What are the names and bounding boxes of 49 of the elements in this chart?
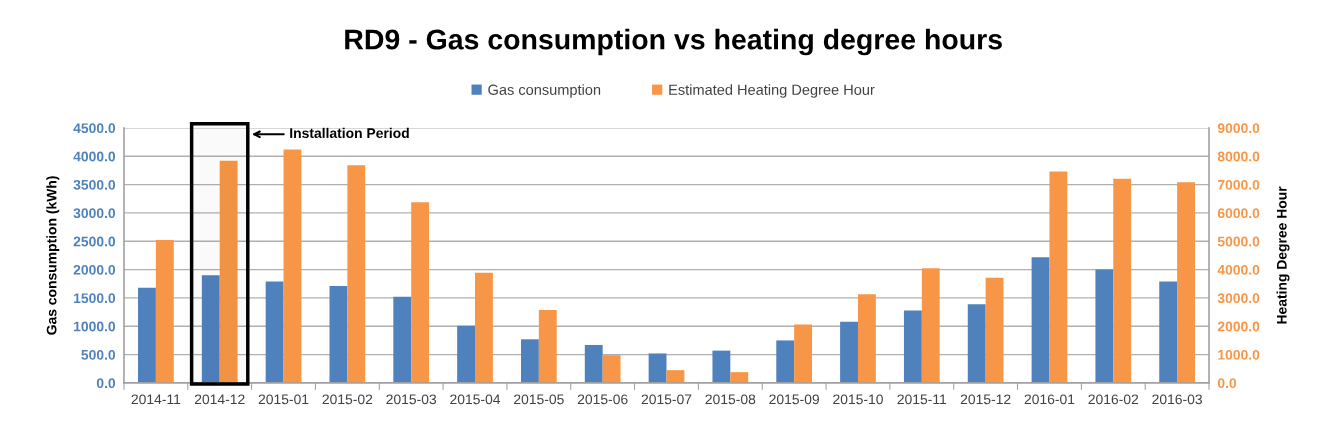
- x-tick-label: 2014-12: [194, 394, 245, 405]
- x-tick-label: 2015-12: [960, 394, 1011, 405]
- bar: [712, 350, 731, 383]
- y2-tick-label: 7000.0: [1217, 179, 1260, 190]
- y-tick-label: 2000.0: [73, 264, 116, 275]
- bar: [648, 353, 667, 383]
- bar: [219, 160, 238, 383]
- y-tick-label: 3000.0: [73, 208, 116, 219]
- x-tick-label: 2016-01: [1024, 394, 1075, 405]
- y-tick-label: 4000.0: [73, 151, 116, 162]
- bar: [283, 149, 302, 383]
- y2-tick-label: 0.0: [1217, 378, 1237, 389]
- y-tick-label: 1500.0: [74, 293, 116, 304]
- chart-title: RD9 - Gas consumption vs heating degree hours: [345, 28, 1002, 56]
- bar: [347, 165, 366, 383]
- y2-axis-title: Heating Degree Hour: [1276, 186, 1290, 324]
- y-axis-title: Gas consumption (kWh): [46, 176, 60, 335]
- x-tick-label: 2016-02: [1088, 394, 1139, 405]
- y2-tick-label: 9000.0: [1217, 123, 1260, 134]
- x-tick-label: 2015-02: [322, 394, 373, 405]
- y2-tick-label: 6000.0: [1217, 208, 1260, 219]
- x-tick-label: 2015-09: [769, 394, 819, 405]
- x-tick-label: 2015-04: [450, 394, 501, 405]
- y-tick-label: 3500.0: [73, 179, 116, 190]
- x-tick-label: 2014-11: [131, 394, 181, 405]
- x-tick-label: 2015-03: [386, 394, 437, 405]
- x-tick-label: 2015-08: [705, 394, 756, 405]
- x-tick-label: 2015-01: [258, 394, 309, 405]
- y2-tick-label: 5000.0: [1217, 236, 1260, 247]
- x-tick-label: 2015-10: [833, 394, 883, 405]
- legend-label: Gas consumption: [488, 84, 601, 98]
- x-tick-label: 2015-11: [897, 394, 947, 405]
- bar: [411, 202, 430, 383]
- x-tick-label: 2016-03: [1152, 394, 1202, 405]
- y2-tick-label: 8000.0: [1217, 151, 1260, 162]
- y2-tick-label: 3000.0: [1217, 293, 1260, 304]
- y2-tick-label: 2000.0: [1217, 321, 1260, 332]
- y-tick-label: 0.0: [96, 378, 116, 389]
- y-tick-label: 4500.0: [73, 123, 116, 134]
- x-tick-label: 2015-07: [641, 394, 692, 405]
- y-tick-label: 1000.0: [74, 321, 116, 332]
- band-label: Installation Period: [290, 127, 409, 139]
- y2-tick-label: 4000.0: [1217, 264, 1260, 275]
- y2-tick-label: 1000.0: [1218, 349, 1260, 360]
- x-tick-label: 2015-06: [577, 394, 628, 405]
- legend-label: Estimated Heating Degree Hour: [669, 84, 875, 98]
- y-tick-label: 500.0: [81, 349, 116, 360]
- y-tick-label: 2500.0: [73, 236, 116, 247]
- x-tick-label: 2015-05: [514, 394, 564, 405]
